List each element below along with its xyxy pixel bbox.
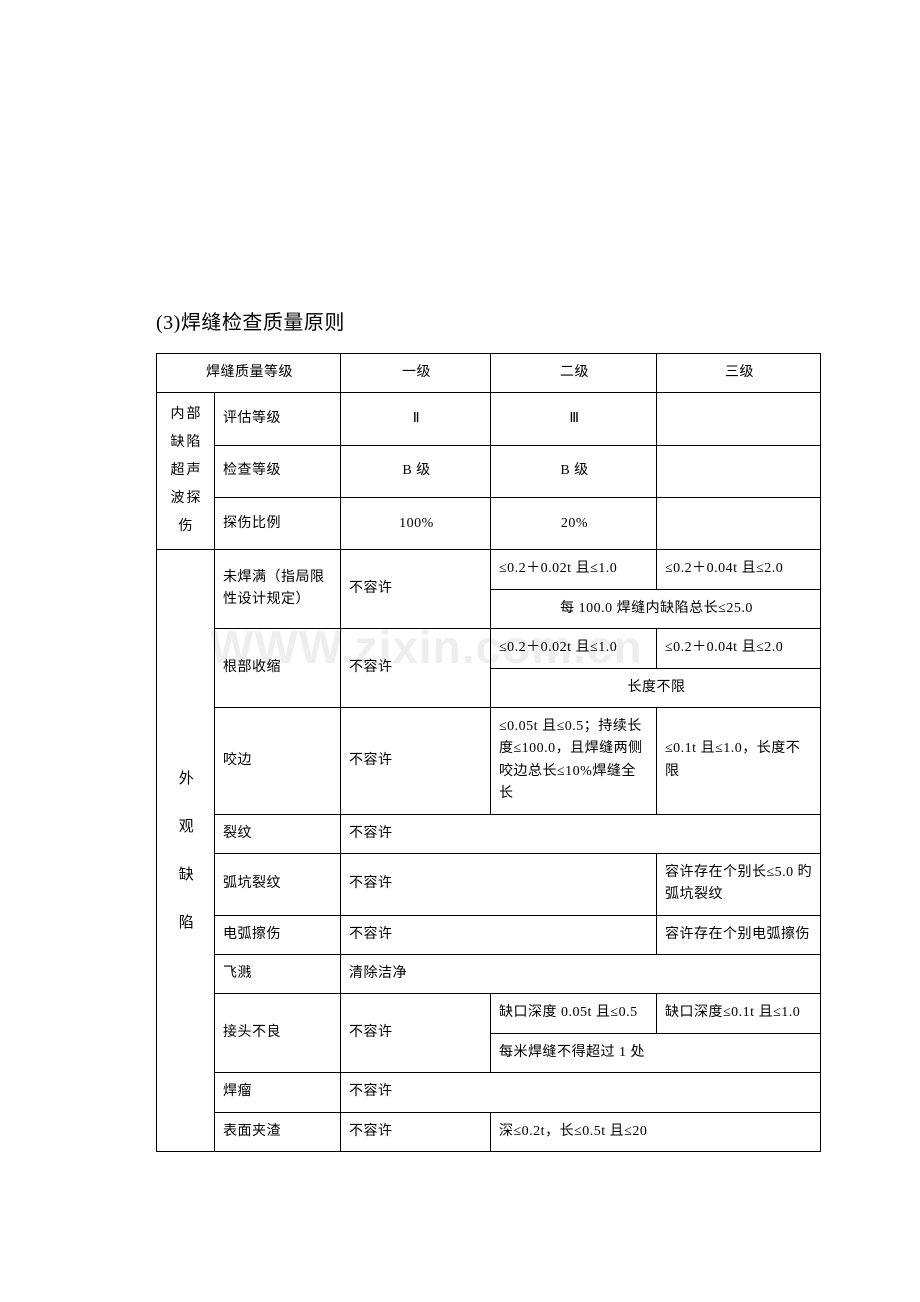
cell-undercut-l2: ≤0.05t 且≤0.5；持续长度≤100.0，且焊缝两侧咬边总长≤10%焊缝全… [491,707,657,814]
cell-inspect-grade-label: 检查等级 [215,445,341,497]
table-header-row: 焊缝质量等级 一级 二级 三级 [157,354,821,393]
cell-root-shrink-label: 根部收缩 [215,629,341,708]
cell-root-shrink-l3: ≤0.2＋0.04t 且≤2.0 [657,629,821,668]
cell-crack-label: 裂纹 [215,814,341,853]
cell-bad-joint-l2: 缺口深度 0.05t 且≤0.5 [491,994,657,1033]
cell-crack-merged: 不容许 [341,814,821,853]
cell-undercut-label: 咬边 [215,707,341,814]
cell-eval-grade-l2: Ⅲ [491,393,657,445]
row-bad-joint-1: 接头不良 不容许 缺口深度 0.05t 且≤0.5 缺口深度≤0.1t 且≤1.… [157,994,821,1033]
row-arc-scratch: 电弧擦伤 不容许 容许存在个别电弧擦伤 [157,915,821,954]
cell-underfill-l3: ≤0.2＋0.04t 且≤2.0 [657,550,821,589]
row-overlap: 焊瘤 不容许 [157,1073,821,1112]
header-level-1: 一级 [341,354,491,393]
cell-inspect-grade-l3 [657,445,821,497]
row-spatter: 飞溅 清除洁净 [157,955,821,994]
header-level-3: 三级 [657,354,821,393]
row-root-shrink-1: 根部收缩 不容许 ≤0.2＋0.02t 且≤1.0 ≤0.2＋0.04t 且≤2… [157,629,821,668]
cell-bad-joint-l3: 缺口深度≤0.1t 且≤1.0 [657,994,821,1033]
document-page: WWW.zixin.com.cn (3)焊缝检查质量原则 焊缝质量等级 一级 二… [0,0,920,1302]
cell-spatter-merged: 清除洁净 [341,955,821,994]
cell-surface-slag-label: 表面夹渣 [215,1112,341,1151]
row-crater-crack: 弧坑裂纹 不容许 容许存在个别长≤5.0 旳弧坑裂纹 [157,853,821,915]
cell-root-shrink-l2: ≤0.2＋0.02t 且≤1.0 [491,629,657,668]
row-underfill-1: 外 观 缺 陷 未焊满（指局限性设计规定） 不容许 ≤0.2＋0.02t 且≤1… [157,550,821,589]
quality-standard-table: 焊缝质量等级 一级 二级 三级 内部缺陷超声波探伤 评估等级 Ⅱ Ⅲ 检查等级 … [156,353,821,1152]
row-inspect-grade: 检查等级 B 级 B 级 [157,445,821,497]
cell-inspect-grade-l2: B 级 [491,445,657,497]
appearance-char-4: 陷 [179,915,195,931]
cell-arc-scratch-l12: 不容许 [341,915,657,954]
cell-inspect-grade-l1: B 级 [341,445,491,497]
cell-crater-crack-label: 弧坑裂纹 [215,853,341,915]
group-internal-defects: 内部缺陷超声波探伤 [157,393,215,550]
cell-eval-grade-l3 [657,393,821,445]
cell-ratio-label: 探伤比例 [215,498,341,550]
cell-arc-scratch-l3: 容许存在个别电弧擦伤 [657,915,821,954]
cell-underfill-l1: 不容许 [341,550,491,629]
cell-eval-grade-l1: Ⅱ [341,393,491,445]
cell-underfill-l2: ≤0.2＋0.02t 且≤1.0 [491,550,657,589]
cell-undercut-l3: ≤0.1t 且≤1.0，长度不限 [657,707,821,814]
section-heading: (3)焊缝检查质量原则 [156,306,820,335]
header-quality-grade: 焊缝质量等级 [157,354,341,393]
cell-surface-slag-l23: 深≤0.2t，长≤0.5t 且≤20 [491,1112,821,1151]
cell-bad-joint-merged: 每米焊缝不得超过 1 处 [491,1033,821,1072]
cell-arc-scratch-label: 电弧擦伤 [215,915,341,954]
cell-surface-slag-l1: 不容许 [341,1112,491,1151]
cell-overlap-merged: 不容许 [341,1073,821,1112]
cell-ratio-l1: 100% [341,498,491,550]
row-undercut: 咬边 不容许 ≤0.05t 且≤0.5；持续长度≤100.0，且焊缝两侧咬边总长… [157,707,821,814]
cell-bad-joint-l1: 不容许 [341,994,491,1073]
table-wrapper: 焊缝质量等级 一级 二级 三级 内部缺陷超声波探伤 评估等级 Ⅱ Ⅲ 检查等级 … [156,353,820,1152]
cell-root-shrink-merged: 长度不限 [491,668,821,707]
group-appearance-defects: 外 观 缺 陷 [157,550,215,1152]
cell-undercut-l1: 不容许 [341,707,491,814]
row-crack: 裂纹 不容许 [157,814,821,853]
cell-overlap-label: 焊瘤 [215,1073,341,1112]
appearance-char-2: 观 [179,819,195,835]
row-ratio: 探伤比例 100% 20% [157,498,821,550]
cell-crater-crack-l3: 容许存在个别长≤5.0 旳弧坑裂纹 [657,853,821,915]
cell-crater-crack-l12: 不容许 [341,853,657,915]
cell-root-shrink-l1: 不容许 [341,629,491,708]
header-level-2: 二级 [491,354,657,393]
appearance-char-3: 缺 [179,867,195,883]
cell-ratio-l2: 20% [491,498,657,550]
cell-ratio-l3 [657,498,821,550]
cell-underfill-label: 未焊满（指局限性设计规定） [215,550,341,629]
cell-eval-grade-label: 评估等级 [215,393,341,445]
cell-underfill-merged: 每 100.0 焊缝内缺陷总长≤25.0 [491,589,821,628]
row-surface-slag: 表面夹渣 不容许 深≤0.2t，长≤0.5t 且≤20 [157,1112,821,1151]
cell-spatter-label: 飞溅 [215,955,341,994]
cell-bad-joint-label: 接头不良 [215,994,341,1073]
appearance-char-1: 外 [179,771,195,787]
row-eval-grade: 内部缺陷超声波探伤 评估等级 Ⅱ Ⅲ [157,393,821,445]
